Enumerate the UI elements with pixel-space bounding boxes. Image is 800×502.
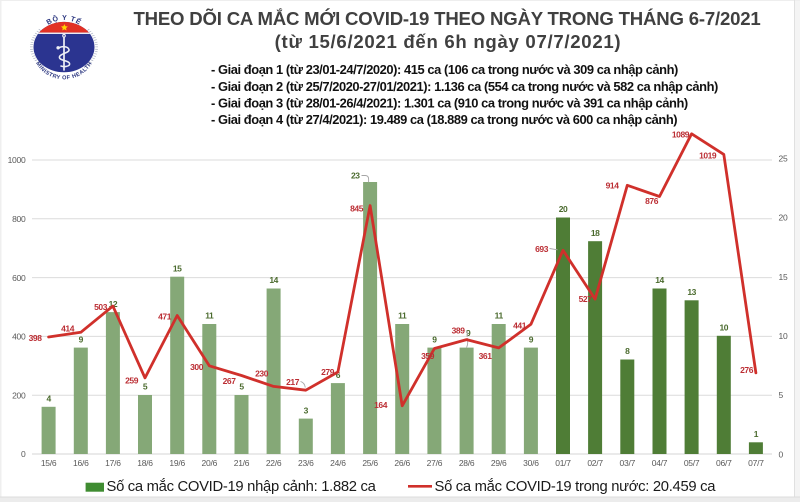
svg-text:THEO DÕI CA MẮC MỚI COVID-19 T: THEO DÕI CA MẮC MỚI COVID-19 THEO NGÀY T… [133, 8, 760, 29]
svg-text:23: 23 [351, 170, 360, 180]
svg-text:22/6: 22/6 [266, 458, 282, 468]
svg-text:800: 800 [12, 214, 26, 224]
svg-text:- Giai đoạn 3 (từ 28/01-26/4/2: - Giai đoạn 3 (từ 28/01-26/4/2021): 1.30… [211, 95, 688, 110]
svg-text:527: 527 [579, 294, 593, 304]
svg-text:30/6: 30/6 [523, 458, 539, 468]
svg-text:359: 359 [421, 351, 435, 361]
svg-text:0: 0 [779, 449, 784, 459]
svg-text:28/6: 28/6 [459, 458, 475, 468]
svg-text:10: 10 [779, 331, 788, 341]
svg-text:12: 12 [109, 299, 118, 309]
svg-text:15: 15 [779, 272, 788, 282]
svg-text:25/6: 25/6 [362, 458, 378, 468]
svg-text:29/6: 29/6 [491, 458, 507, 468]
svg-text:03/7: 03/7 [620, 458, 636, 468]
svg-text:200: 200 [12, 390, 26, 400]
svg-text:Số ca mắc COVID-19 nhập cảnh:: Số ca mắc COVID-19 nhập cảnh: 1.882 ca [107, 478, 377, 495]
svg-text:15: 15 [173, 263, 182, 273]
svg-text:389: 389 [452, 326, 466, 336]
svg-text:4: 4 [46, 394, 51, 404]
svg-text:- Giai đoạn 4 (từ 27/4/2021):: - Giai đoạn 4 (từ 27/4/2021): 19.489 ca … [211, 112, 677, 127]
svg-text:1019: 1019 [699, 151, 717, 161]
svg-text:01/7: 01/7 [555, 458, 571, 468]
svg-text:11: 11 [205, 311, 214, 321]
svg-text:15/6: 15/6 [41, 458, 57, 468]
svg-text:16/6: 16/6 [73, 458, 89, 468]
svg-text:13: 13 [687, 287, 696, 297]
svg-text:230: 230 [255, 369, 269, 379]
svg-text:23/6: 23/6 [298, 458, 314, 468]
svg-text:21/6: 21/6 [234, 458, 250, 468]
svg-text:18: 18 [591, 228, 600, 238]
svg-text:600: 600 [12, 273, 26, 283]
svg-text:471: 471 [158, 312, 172, 322]
svg-text:9: 9 [79, 334, 84, 344]
svg-text:BỘ Y TẾ: BỘ Y TẾ [45, 13, 84, 26]
svg-text:414: 414 [61, 324, 75, 334]
svg-text:1089: 1089 [672, 129, 690, 139]
svg-text:9: 9 [529, 334, 534, 344]
svg-text:5: 5 [239, 382, 244, 392]
svg-text:04/7: 04/7 [652, 458, 668, 468]
svg-text:6: 6 [336, 370, 341, 380]
svg-text:400: 400 [12, 332, 26, 342]
svg-text:20: 20 [559, 204, 568, 214]
svg-text:9: 9 [466, 328, 471, 338]
svg-text:914: 914 [606, 181, 620, 191]
svg-text:14: 14 [655, 275, 664, 285]
svg-text:07/7: 07/7 [748, 458, 764, 468]
svg-text:217: 217 [286, 377, 300, 387]
svg-text:5: 5 [779, 390, 784, 400]
svg-text:06/7: 06/7 [716, 458, 732, 468]
svg-text:361: 361 [479, 351, 493, 361]
svg-text:441: 441 [513, 321, 527, 331]
svg-text:25: 25 [779, 154, 788, 164]
svg-text:693: 693 [535, 244, 549, 254]
svg-text:10: 10 [720, 323, 729, 333]
svg-text:14: 14 [269, 275, 278, 285]
svg-text:1: 1 [754, 429, 759, 439]
svg-text:02/7: 02/7 [587, 458, 603, 468]
svg-text:0: 0 [21, 449, 26, 459]
svg-text:8: 8 [625, 346, 630, 356]
svg-text:1000: 1000 [8, 155, 26, 165]
svg-text:845: 845 [350, 204, 364, 214]
svg-text:259: 259 [125, 376, 139, 386]
svg-text:- Giai đoạn 2 (từ 25/7/2020-27: - Giai đoạn 2 (từ 25/7/2020-27/01/2021):… [211, 79, 718, 94]
svg-text:164: 164 [374, 400, 388, 410]
svg-text:398: 398 [29, 333, 43, 343]
svg-text:(từ 15/6/2021 đến 6h ngày 07/7: (từ 15/6/2021 đến 6h ngày 07/7/2021) [275, 31, 622, 52]
svg-text:17/6: 17/6 [105, 458, 121, 468]
svg-text:27/6: 27/6 [427, 458, 443, 468]
svg-text:11: 11 [398, 311, 407, 321]
svg-text:267: 267 [223, 376, 237, 386]
svg-text:19/6: 19/6 [169, 458, 185, 468]
svg-text:Số ca mắc COVID-19 trong nước:: Số ca mắc COVID-19 trong nước: 20.459 ca [435, 478, 717, 495]
svg-text:05/7: 05/7 [684, 458, 700, 468]
svg-text:5: 5 [143, 382, 148, 392]
svg-text:26/6: 26/6 [394, 458, 410, 468]
svg-text:18/6: 18/6 [137, 458, 153, 468]
svg-text:300: 300 [190, 362, 204, 372]
svg-text:24/6: 24/6 [330, 458, 346, 468]
svg-text:3: 3 [304, 405, 309, 415]
svg-text:279: 279 [321, 367, 335, 377]
svg-text:20/6: 20/6 [202, 458, 218, 468]
svg-text:20: 20 [779, 213, 788, 223]
svg-text:276: 276 [740, 365, 754, 375]
svg-text:876: 876 [645, 196, 659, 206]
svg-text:- Giai đoạn 1 (từ 23/01-24/7/2: - Giai đoạn 1 (từ 23/01-24/7/2020): 415 … [211, 62, 678, 77]
svg-text:9: 9 [432, 334, 437, 344]
svg-text:503: 503 [94, 302, 108, 312]
svg-text:11: 11 [495, 311, 504, 321]
